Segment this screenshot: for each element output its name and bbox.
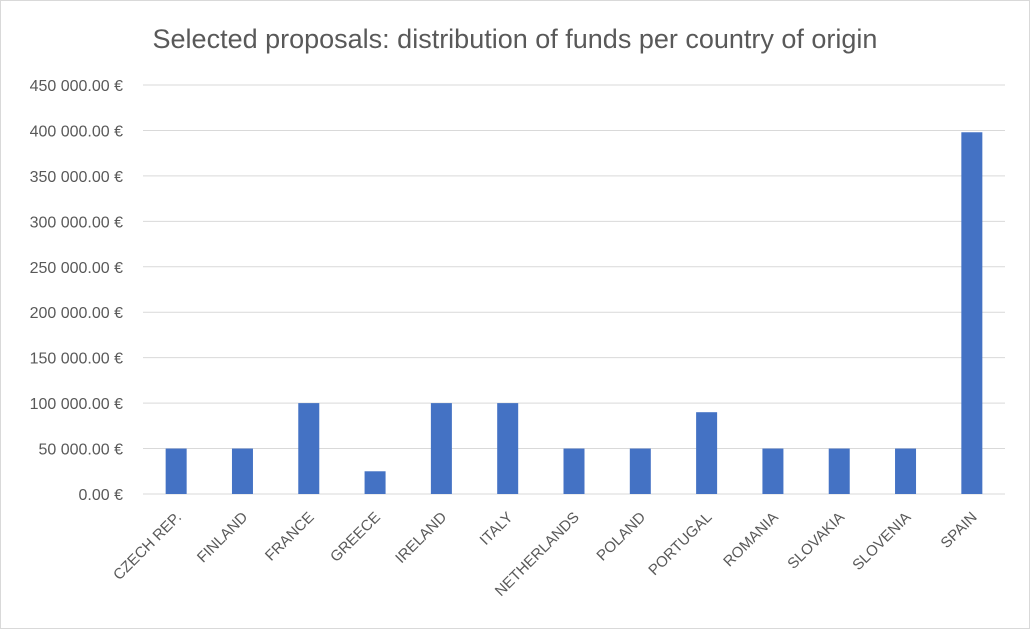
bars xyxy=(165,132,983,495)
x-tick-label: POLAND xyxy=(593,509,649,565)
x-tick-label: SLOVENIA xyxy=(849,509,914,574)
y-tick-label: 300 000.00 € xyxy=(30,214,124,231)
bar xyxy=(961,132,983,495)
y-tick-label: 350 000.00 € xyxy=(30,169,124,186)
bar xyxy=(364,471,386,494)
x-tick-label: CZECH REP. xyxy=(110,509,185,584)
y-tick-label: 250 000.00 € xyxy=(30,260,124,277)
y-tick-label: 150 000.00 € xyxy=(30,351,124,368)
bar xyxy=(165,448,187,494)
bar xyxy=(895,448,917,494)
gridlines xyxy=(143,84,1005,495)
y-tick-label: 450 000.00 € xyxy=(30,78,124,95)
bar xyxy=(430,403,452,494)
bar xyxy=(696,412,718,494)
bar xyxy=(231,448,253,494)
x-tick-label: PORTUGAL xyxy=(645,509,715,579)
x-tick-label: ITALY xyxy=(477,509,517,549)
bar xyxy=(563,448,585,494)
bar xyxy=(298,403,320,494)
y-tick-label: 100 000.00 € xyxy=(30,396,124,413)
chart-title: Selected proposals: distribution of fund… xyxy=(153,24,878,54)
x-tick-label: IRELAND xyxy=(392,509,450,567)
y-tick-label: 200 000.00 € xyxy=(30,305,124,322)
x-axis-tick-labels: CZECH REP. FINLAND FRANCE GREECE IRELAND ITAL… xyxy=(110,509,981,600)
x-tick-label: GREECE xyxy=(327,509,384,566)
x-tick-label: SPAIN xyxy=(938,509,981,552)
y-tick-label: 400 000.00 € xyxy=(30,123,124,140)
bar xyxy=(629,448,651,494)
bar xyxy=(497,403,519,494)
x-tick-label: SLOVAKIA xyxy=(784,509,848,573)
bar xyxy=(762,448,784,494)
y-axis-tick-labels: 0.00 € 50 000.00 € 100 000.00 € 150 000.00 … xyxy=(30,78,124,504)
y-tick-label: 0.00 € xyxy=(79,487,124,504)
bar xyxy=(828,448,850,494)
y-tick-label: 50 000.00 € xyxy=(38,442,123,459)
x-tick-label: ROMANIA xyxy=(720,509,782,571)
x-tick-label: FRANCE xyxy=(262,509,318,565)
x-tick-label: FINLAND xyxy=(194,509,252,567)
